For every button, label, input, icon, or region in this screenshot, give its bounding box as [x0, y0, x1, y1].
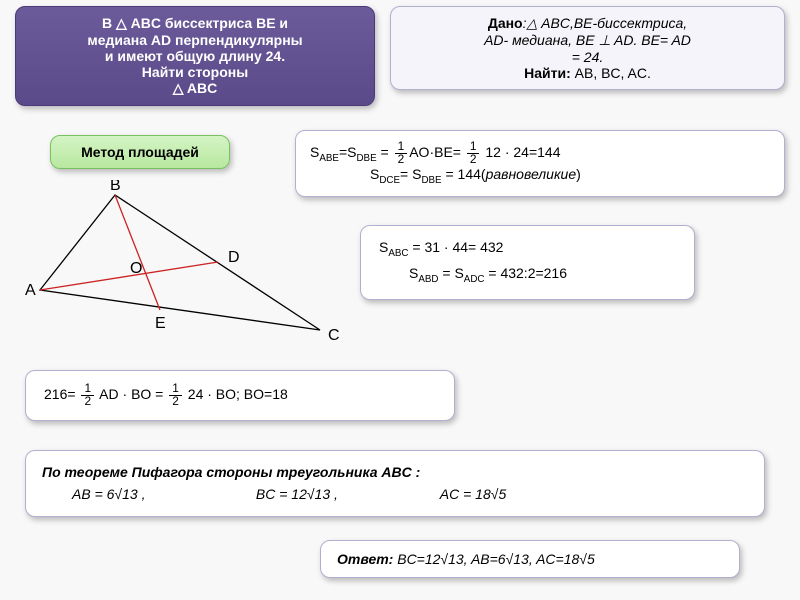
cevian-be [115, 195, 160, 310]
pyth-eq2: BC = 12√13 , [256, 483, 436, 505]
given-label: Дано [488, 15, 523, 31]
triangle-svg: A B C D E O [20, 180, 350, 360]
pythagoras-box: По теореме Пифагора стороны треугольника… [25, 450, 765, 517]
answer-box: Ответ: BC=12√13, AB=6√13, AC=18√5 [320, 540, 740, 578]
formula-box-2: SABC = 31 · 44= 432 SABD = SADC = 432:2=… [360, 225, 695, 300]
pythagoras-eqs: AB = 6√13 , BC = 12√13 , AC = 18√5 [42, 483, 748, 505]
formula1-line1: SABE=SDBE = 12AO·BE= 12 12 · 24=144 [310, 141, 770, 166]
pyth-eq1: AB = 6√13 , [72, 483, 252, 505]
formula2-line1: SABC = 31 · 44= 432 [379, 236, 676, 262]
label-e: E [155, 315, 166, 332]
given-line2: AD- медиана, BE ⊥ AD. BE= AD [403, 32, 772, 49]
pythagoras-title: По теореме Пифагора стороны треугольника… [42, 461, 748, 483]
triangle-outline [40, 195, 320, 330]
find-line: Найти: AB, BC, AC. [403, 65, 772, 81]
cevian-ad [40, 262, 218, 290]
problem-line1: В △ ABC биссектриса BE и [28, 15, 362, 32]
formula-box-1: SABE=SDBE = 12AO·BE= 12 12 · 24=144 SDCE… [295, 130, 785, 197]
problem-line3: и имеют общую длину 24. [28, 48, 362, 64]
pyth-eq3: AC = 18√5 [440, 483, 506, 505]
method-badge: Метод площадей [50, 135, 230, 169]
problem-box: В △ ABC биссектриса BE и медиана AD перп… [15, 6, 375, 106]
label-d: D [228, 249, 240, 266]
triangle-diagram: A B C D E O [20, 180, 350, 360]
label-o: O [130, 260, 142, 277]
formula1-line2: SDCE= SDBE = 144(равновеликие) [310, 166, 770, 186]
problem-line2: медиана AD перпендикулярны [28, 32, 362, 48]
find-label: Найти: [524, 65, 571, 81]
formula2-line2: SABD = SADC = 432:2=216 [379, 262, 676, 288]
problem-line4: Найти стороны [28, 64, 362, 80]
find-items: AB, BC, AC. [571, 65, 651, 81]
label-b: B [110, 180, 121, 194]
answer-text: BC=12√13, AB=6√13, AC=18√5 [393, 551, 594, 567]
problem-line5: △ ABC [28, 80, 362, 97]
given-box: Дано:△ ABC,BE-биссектриса, AD- медиана, … [390, 6, 785, 90]
given-line3: = 24. [403, 49, 772, 65]
label-a: A [25, 282, 36, 299]
given-line1b: :△ ABC,BE-биссектриса, [523, 15, 688, 31]
answer-label: Ответ: [337, 551, 393, 567]
method-text: Метод площадей [81, 144, 199, 160]
formula-box-3: 216= 12 AD · BO = 12 24 · BO; BO=18 [25, 370, 455, 421]
label-c: C [328, 327, 340, 344]
given-line1: Дано:△ ABC,BE-биссектриса, [403, 15, 772, 32]
